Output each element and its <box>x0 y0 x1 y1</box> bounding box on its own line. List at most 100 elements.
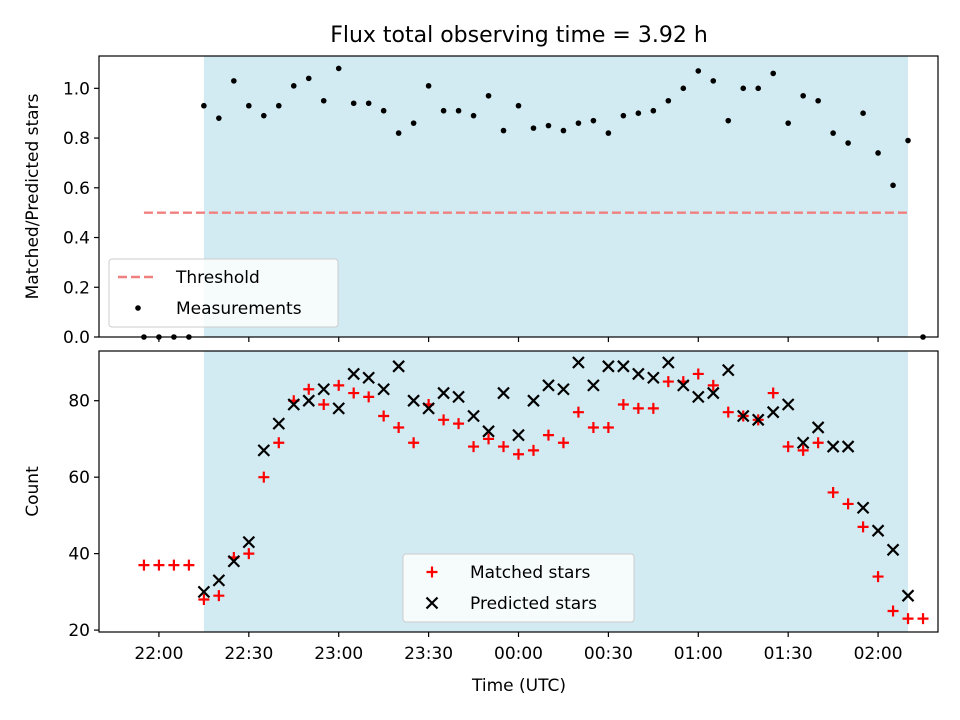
predicted-star-point <box>781 398 795 411</box>
measurement-point <box>335 65 342 72</box>
measurement-point <box>515 102 522 109</box>
predicted-star-point <box>766 405 780 419</box>
measurement-point <box>305 75 312 82</box>
matched-star-point <box>722 406 734 418</box>
matched-star-point <box>498 441 510 453</box>
predicted-star-point <box>602 360 615 373</box>
matched-star-point <box>842 498 854 510</box>
predicted-star-point <box>257 444 271 457</box>
x-tick-label: 23:30 <box>404 644 453 664</box>
x-tick-label: 01:30 <box>764 644 813 664</box>
matched-star-point <box>812 437 824 449</box>
measurement-point <box>440 107 447 114</box>
matched-star-point <box>258 471 270 483</box>
predicted-star-point <box>587 379 600 392</box>
predicted-star-point <box>347 367 360 381</box>
predicted-star-point <box>811 421 825 434</box>
matched-star-point <box>333 379 345 391</box>
predicted-star-point <box>527 394 540 407</box>
predicted-star-point <box>377 382 390 396</box>
measurement-point <box>680 85 687 92</box>
predicted-star-point <box>482 425 495 438</box>
measurement-point <box>350 100 357 107</box>
matched-star-point <box>513 448 524 460</box>
y-tick-label: 1.0 <box>63 79 90 99</box>
matched-star-point <box>378 410 390 422</box>
y-tick-label: 20 <box>68 621 90 641</box>
y-axis-label: Matched/Predicted stars <box>23 93 43 299</box>
x-tick-label: 00:00 <box>494 644 543 664</box>
predicted-star-point <box>886 543 900 557</box>
predicted-star-point <box>437 386 450 400</box>
predicted-star-point <box>242 535 256 549</box>
matched-star-point <box>557 437 569 449</box>
matched-star-point <box>767 387 779 399</box>
measurement-point <box>905 137 911 144</box>
measurement-point <box>665 97 672 104</box>
predicted-star-point <box>227 554 241 568</box>
legend: Matched stars Predicted stars <box>402 553 635 623</box>
predicted-star-point <box>422 402 435 415</box>
predicted-star-point <box>287 398 301 411</box>
matched-star-point <box>453 418 465 430</box>
measurement-point <box>575 120 582 126</box>
measurement-point <box>530 125 537 131</box>
legend-label: Predicted stars <box>470 594 597 614</box>
measurement-point <box>845 140 851 146</box>
predicted-star-point <box>841 440 855 453</box>
predicted-star-point <box>632 367 645 381</box>
measurement-point <box>740 85 747 92</box>
matched-star-point <box>647 402 659 414</box>
matched-star-point <box>303 383 315 395</box>
x-tick-label: 02:00 <box>854 644 903 664</box>
measurement-point <box>470 112 477 119</box>
measurement-point <box>216 115 222 121</box>
predicted-star-point <box>452 390 465 404</box>
y-tick-label: 0.2 <box>63 278 90 298</box>
y-tick-label: 0.6 <box>63 179 90 199</box>
matched-star-point <box>318 399 330 411</box>
measurement-point <box>290 83 297 89</box>
legend: Threshold Measurements <box>108 258 339 328</box>
measurement-point <box>231 78 237 84</box>
predicted-star-point <box>212 574 226 587</box>
measurement-point <box>875 150 881 156</box>
matched-star-point <box>213 590 225 602</box>
measurement-point <box>261 112 267 119</box>
series-predicted-stars <box>197 356 915 602</box>
x-tick-label: 22:00 <box>134 644 183 664</box>
x-tick-label: 01:00 <box>674 644 723 664</box>
x-axis-label: Time (UTC) <box>471 676 566 696</box>
legend-box <box>402 553 635 623</box>
predicted-star-point <box>706 386 720 400</box>
predicted-star-point <box>901 589 915 602</box>
legend-x-marker <box>425 596 439 610</box>
y-axis-label: Count <box>23 466 43 517</box>
measurement-point <box>590 117 597 124</box>
predicted-star-point <box>796 436 810 450</box>
matched-star-point <box>587 421 599 433</box>
measurement-point <box>380 107 387 114</box>
matched-star-point <box>572 406 584 418</box>
predicted-star-point <box>362 371 375 385</box>
matched-star-point <box>632 402 644 414</box>
y-tick-label: 40 <box>68 545 90 565</box>
measurement-point <box>485 92 492 99</box>
predicted-star-point <box>721 363 735 377</box>
matched-star-point <box>243 548 255 560</box>
measurement-point <box>755 85 762 92</box>
predicted-star-point <box>647 371 660 385</box>
predicted-star-point <box>317 382 331 396</box>
measurement-point <box>890 182 896 189</box>
measurement-point <box>425 83 432 89</box>
predicted-star-point <box>197 585 211 599</box>
legend-dot-marker <box>135 305 141 311</box>
matched-star-point <box>617 399 629 411</box>
predicted-star-point <box>467 409 480 423</box>
legend-label: Threshold <box>175 268 260 288</box>
matched-star-point <box>393 421 405 433</box>
predicted-star-point <box>662 356 675 369</box>
matched-star-point <box>827 486 839 498</box>
measurement-point <box>770 70 776 77</box>
